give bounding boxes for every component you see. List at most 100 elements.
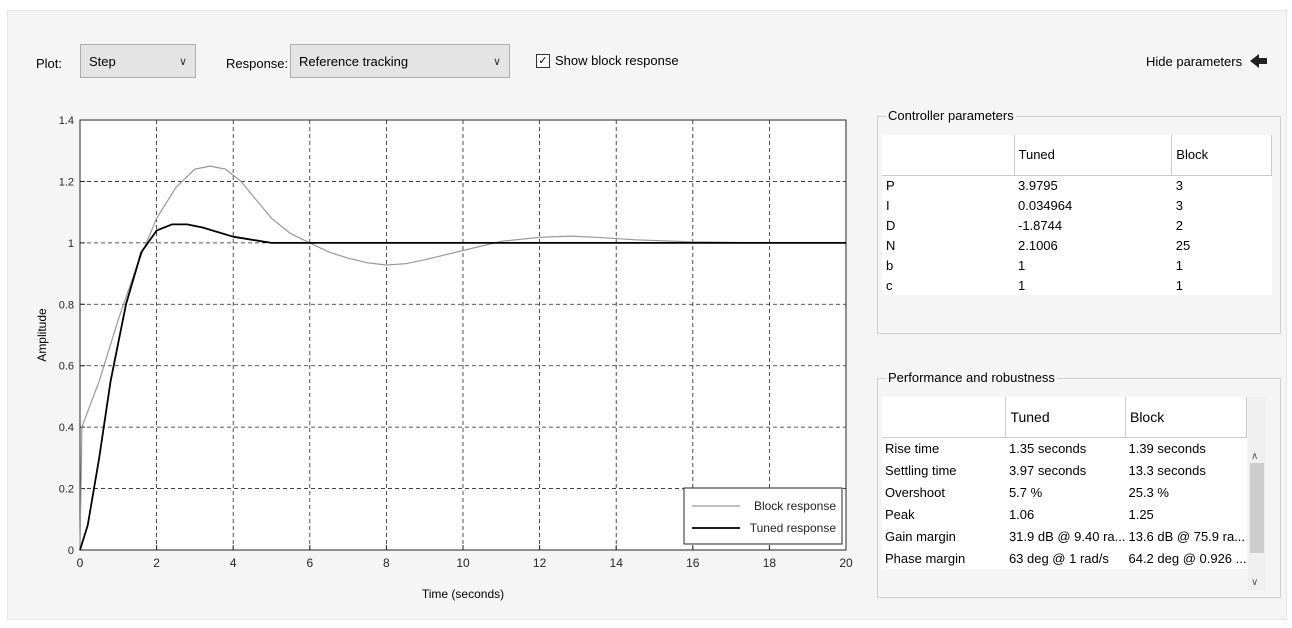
- response-label: Response:: [226, 56, 289, 71]
- performance-row: Phase margin 63 deg @ 1 rad/s 64.2 deg @ 0…: [882, 547, 1247, 569]
- y-tick-label: 0.6: [59, 361, 74, 373]
- table-cell: 1.25: [1128, 506, 1154, 522]
- table-cell: N: [886, 237, 896, 253]
- table-cell: 64.2 deg @ 0.926 ...: [1128, 550, 1247, 566]
- step-response-chart: 0 2 4 6 8 10 12 14 16 18 20 0 0.2 0.4 0.6 0.8 1 1.2 1.4 Ti…: [35, 115, 853, 601]
- performance-row: Rise time 1.35 seconds 1.39 seconds: [882, 437, 1247, 459]
- column-header: Block: [1171, 135, 1272, 176]
- table-cell: 25: [1175, 237, 1191, 253]
- table-cell: 63 deg @ 1 rad/s: [1008, 550, 1109, 566]
- chevron-down-icon: ∨: [178, 55, 187, 68]
- column-header: Block: [1125, 397, 1248, 438]
- axis-ticks: 0 2 4 6 8 10 12 14 16 18 20 0 0.2 0.4 0.6 0.8 1 1.2 1.4: [59, 115, 853, 570]
- x-axis-label: Time (seconds): [422, 587, 504, 601]
- y-tick-label: 1.2: [59, 176, 74, 188]
- x-tick-label: 18: [763, 556, 777, 570]
- checkbox-checked-icon[interactable]: ✓: [536, 53, 550, 68]
- legend-label: Tuned response: [750, 521, 837, 535]
- table-cell: I: [886, 197, 890, 213]
- parameter-row: b 1 1: [882, 255, 1272, 275]
- x-tick-label: 2: [153, 556, 160, 570]
- parameter-row: P 3.9795 3: [882, 175, 1272, 195]
- plot-type-dropdown[interactable]: Step ∨: [80, 44, 196, 78]
- table-cell: P: [886, 177, 895, 193]
- table-cell: 2: [1175, 217, 1184, 233]
- table-cell: 1: [1175, 277, 1184, 293]
- x-tick-label: 16: [686, 556, 700, 570]
- response-type-dropdown[interactable]: Reference tracking ∨: [290, 44, 510, 78]
- parameter-row: I 0.034964 3: [882, 195, 1272, 215]
- block-response-line: [79, 165, 846, 551]
- table-cell: 3.9795: [1018, 177, 1058, 193]
- performance-row: Peak 1.06 1.25: [882, 503, 1247, 525]
- parameter-row: c 1 1: [882, 275, 1272, 295]
- y-tick-label: 0.4: [59, 422, 74, 434]
- table-cell: 2.1006: [1018, 237, 1058, 253]
- performance-robustness-group: Performance and robustness Tuned Block Ri…: [877, 370, 1281, 598]
- table-cell: 13.3 seconds: [1128, 462, 1206, 478]
- tuned-response-line: [79, 223, 846, 551]
- show-block-response-toggle[interactable]: ✓ Show block response: [536, 53, 679, 68]
- table-cell: 5.7 %: [1008, 484, 1043, 500]
- parameter-row: N 2.1006 25: [882, 235, 1272, 255]
- plot-label: Plot:: [36, 56, 63, 71]
- legend-label: Block response: [754, 499, 836, 513]
- table-cell: b: [886, 257, 894, 273]
- performance-scrollbar[interactable]: ∧ ∨: [1248, 397, 1266, 591]
- grid-lines: [80, 120, 846, 550]
- column-header: Tuned: [1014, 135, 1173, 176]
- x-tick-label: 20: [839, 556, 853, 570]
- table-cell: 1.39 seconds: [1128, 440, 1206, 456]
- plot-type-value: Step: [89, 53, 116, 69]
- chevron-down-icon: ∨: [492, 55, 501, 68]
- table-cell: c: [886, 277, 893, 293]
- hide-parameters-button[interactable]: Hide parameters: [1146, 53, 1268, 69]
- x-tick-label: 6: [306, 556, 313, 570]
- table-cell: Overshoot: [885, 484, 945, 500]
- y-tick-label: 1.4: [59, 115, 74, 127]
- chart-legend[interactable]: Block response Tuned response: [683, 487, 843, 545]
- table-cell: Phase margin: [885, 550, 966, 566]
- column-header: Tuned: [1005, 397, 1126, 438]
- column-header: [882, 135, 1015, 176]
- table-cell: 0.034964: [1018, 197, 1073, 213]
- table-cell: -1.8744: [1018, 217, 1063, 233]
- performance-robustness-title: Performance and robustness: [886, 370, 1057, 385]
- scroll-up-icon[interactable]: ∧: [1251, 451, 1259, 462]
- performance-row: Settling time 3.97 seconds 13.3 seconds: [882, 459, 1247, 481]
- table-cell: 3: [1175, 177, 1184, 193]
- table-cell: Rise time: [885, 440, 940, 456]
- table-cell: 1: [1175, 257, 1184, 273]
- x-tick-label: 0: [77, 556, 84, 570]
- table-cell: 31.9 dB @ 9.40 ra...: [1008, 528, 1126, 544]
- hide-parameters-label: Hide parameters: [1146, 53, 1243, 69]
- y-tick-label: 1: [68, 238, 74, 250]
- arrow-left-icon: [1250, 54, 1268, 68]
- table-cell: D: [886, 217, 896, 233]
- y-axis-label: Amplitude: [35, 308, 49, 362]
- x-tick-label: 14: [610, 556, 624, 570]
- column-header: [882, 397, 1007, 438]
- table-cell: Settling time: [885, 462, 957, 478]
- table-cell: Peak: [885, 506, 915, 522]
- scroll-thumb[interactable]: [1250, 463, 1264, 553]
- table-cell: 3.97 seconds: [1008, 462, 1087, 478]
- x-tick-label: 8: [383, 556, 390, 570]
- series-lines: [79, 165, 846, 551]
- show-block-response-label: Show block response: [555, 53, 679, 68]
- table-cell: 1.35 seconds: [1008, 440, 1087, 456]
- performance-row: Overshoot 5.7 % 25.3 %: [882, 481, 1247, 503]
- table-cell: 1: [1018, 277, 1026, 293]
- table-cell: 3: [1175, 197, 1184, 213]
- x-tick-label: 10: [456, 556, 470, 570]
- table-cell: 1: [1018, 257, 1026, 273]
- scroll-down-icon[interactable]: ∨: [1251, 577, 1259, 588]
- response-type-value: Reference tracking: [299, 53, 409, 69]
- table-cell: 13.6 dB @ 75.9 ra...: [1128, 528, 1246, 544]
- y-tick-label: 0.2: [59, 484, 74, 496]
- controller-parameters-title: Controller parameters: [886, 108, 1016, 123]
- performance-table: Tuned Block Rise time 1.35 seconds 1.39 sec…: [882, 397, 1248, 569]
- y-tick-label: 0.8: [59, 299, 74, 311]
- x-tick-label: 12: [533, 556, 547, 570]
- table-cell: 1.06: [1008, 506, 1035, 522]
